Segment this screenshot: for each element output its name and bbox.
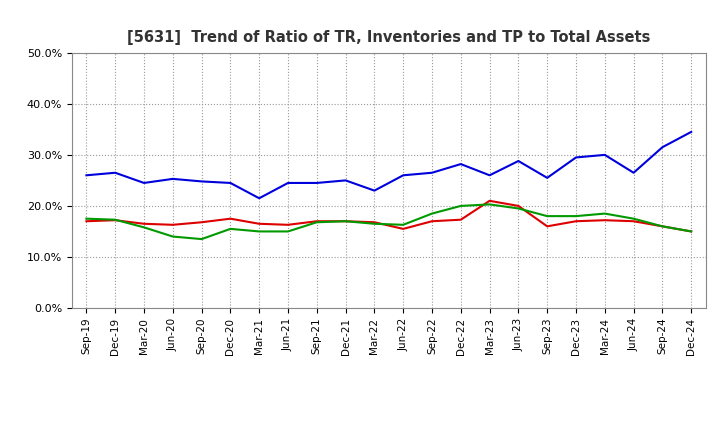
Trade Receivables <box>572 219 580 224</box>
Trade Receivables <box>687 229 696 234</box>
Inventories <box>514 158 523 164</box>
Trade Payables <box>140 225 148 230</box>
Inventories <box>629 170 638 176</box>
Trade Receivables <box>658 224 667 229</box>
Trade Payables <box>226 226 235 231</box>
Trade Payables <box>572 213 580 219</box>
Inventories <box>284 180 292 186</box>
Trade Payables <box>543 213 552 219</box>
Trade Receivables <box>284 222 292 227</box>
Trade Receivables <box>341 219 350 224</box>
Inventories <box>572 155 580 160</box>
Trade Payables <box>456 203 465 209</box>
Trade Payables <box>255 229 264 234</box>
Inventories <box>255 196 264 201</box>
Trade Payables <box>687 229 696 234</box>
Trade Payables <box>370 221 379 227</box>
Inventories <box>312 180 321 186</box>
Trade Receivables <box>428 219 436 224</box>
Trade Receivables <box>370 220 379 225</box>
Trade Receivables <box>111 217 120 223</box>
Trade Receivables <box>82 219 91 224</box>
Inventories <box>82 172 91 178</box>
Trade Receivables <box>399 226 408 231</box>
Inventories <box>140 180 148 186</box>
Trade Payables <box>82 216 91 221</box>
Trade Receivables <box>168 222 177 227</box>
Inventories <box>687 129 696 135</box>
Trade Payables <box>514 206 523 211</box>
Inventories <box>456 161 465 167</box>
Inventories <box>658 145 667 150</box>
Inventories <box>485 172 494 178</box>
Trade Receivables <box>197 220 206 225</box>
Inventories <box>428 170 436 176</box>
Trade Payables <box>485 202 494 207</box>
Trade Receivables <box>600 217 609 223</box>
Trade Payables <box>600 211 609 216</box>
Trade Receivables <box>456 217 465 222</box>
Line: Inventories: Inventories <box>86 132 691 198</box>
Line: Trade Receivables: Trade Receivables <box>86 201 691 231</box>
Trade Receivables <box>140 221 148 227</box>
Trade Payables <box>658 224 667 229</box>
Inventories <box>197 179 206 184</box>
Trade Receivables <box>312 219 321 224</box>
Inventories <box>399 172 408 178</box>
Inventories <box>111 170 120 176</box>
Trade Receivables <box>255 221 264 227</box>
Inventories <box>341 178 350 183</box>
Trade Payables <box>341 219 350 224</box>
Inventories <box>226 180 235 186</box>
Trade Receivables <box>629 219 638 224</box>
Inventories <box>600 152 609 158</box>
Trade Payables <box>168 234 177 239</box>
Trade Receivables <box>543 224 552 229</box>
Trade Payables <box>111 217 120 222</box>
Title: [5631]  Trend of Ratio of TR, Inventories and TP to Total Assets: [5631] Trend of Ratio of TR, Inventories… <box>127 29 650 45</box>
Inventories <box>168 176 177 182</box>
Trade Payables <box>197 236 206 242</box>
Inventories <box>370 188 379 193</box>
Trade Payables <box>312 220 321 225</box>
Trade Receivables <box>514 203 523 209</box>
Trade Payables <box>399 222 408 227</box>
Inventories <box>543 175 552 180</box>
Line: Trade Payables: Trade Payables <box>86 205 691 239</box>
Trade Payables <box>428 211 436 216</box>
Trade Receivables <box>485 198 494 203</box>
Trade Payables <box>284 229 292 234</box>
Trade Payables <box>629 216 638 221</box>
Trade Receivables <box>226 216 235 221</box>
